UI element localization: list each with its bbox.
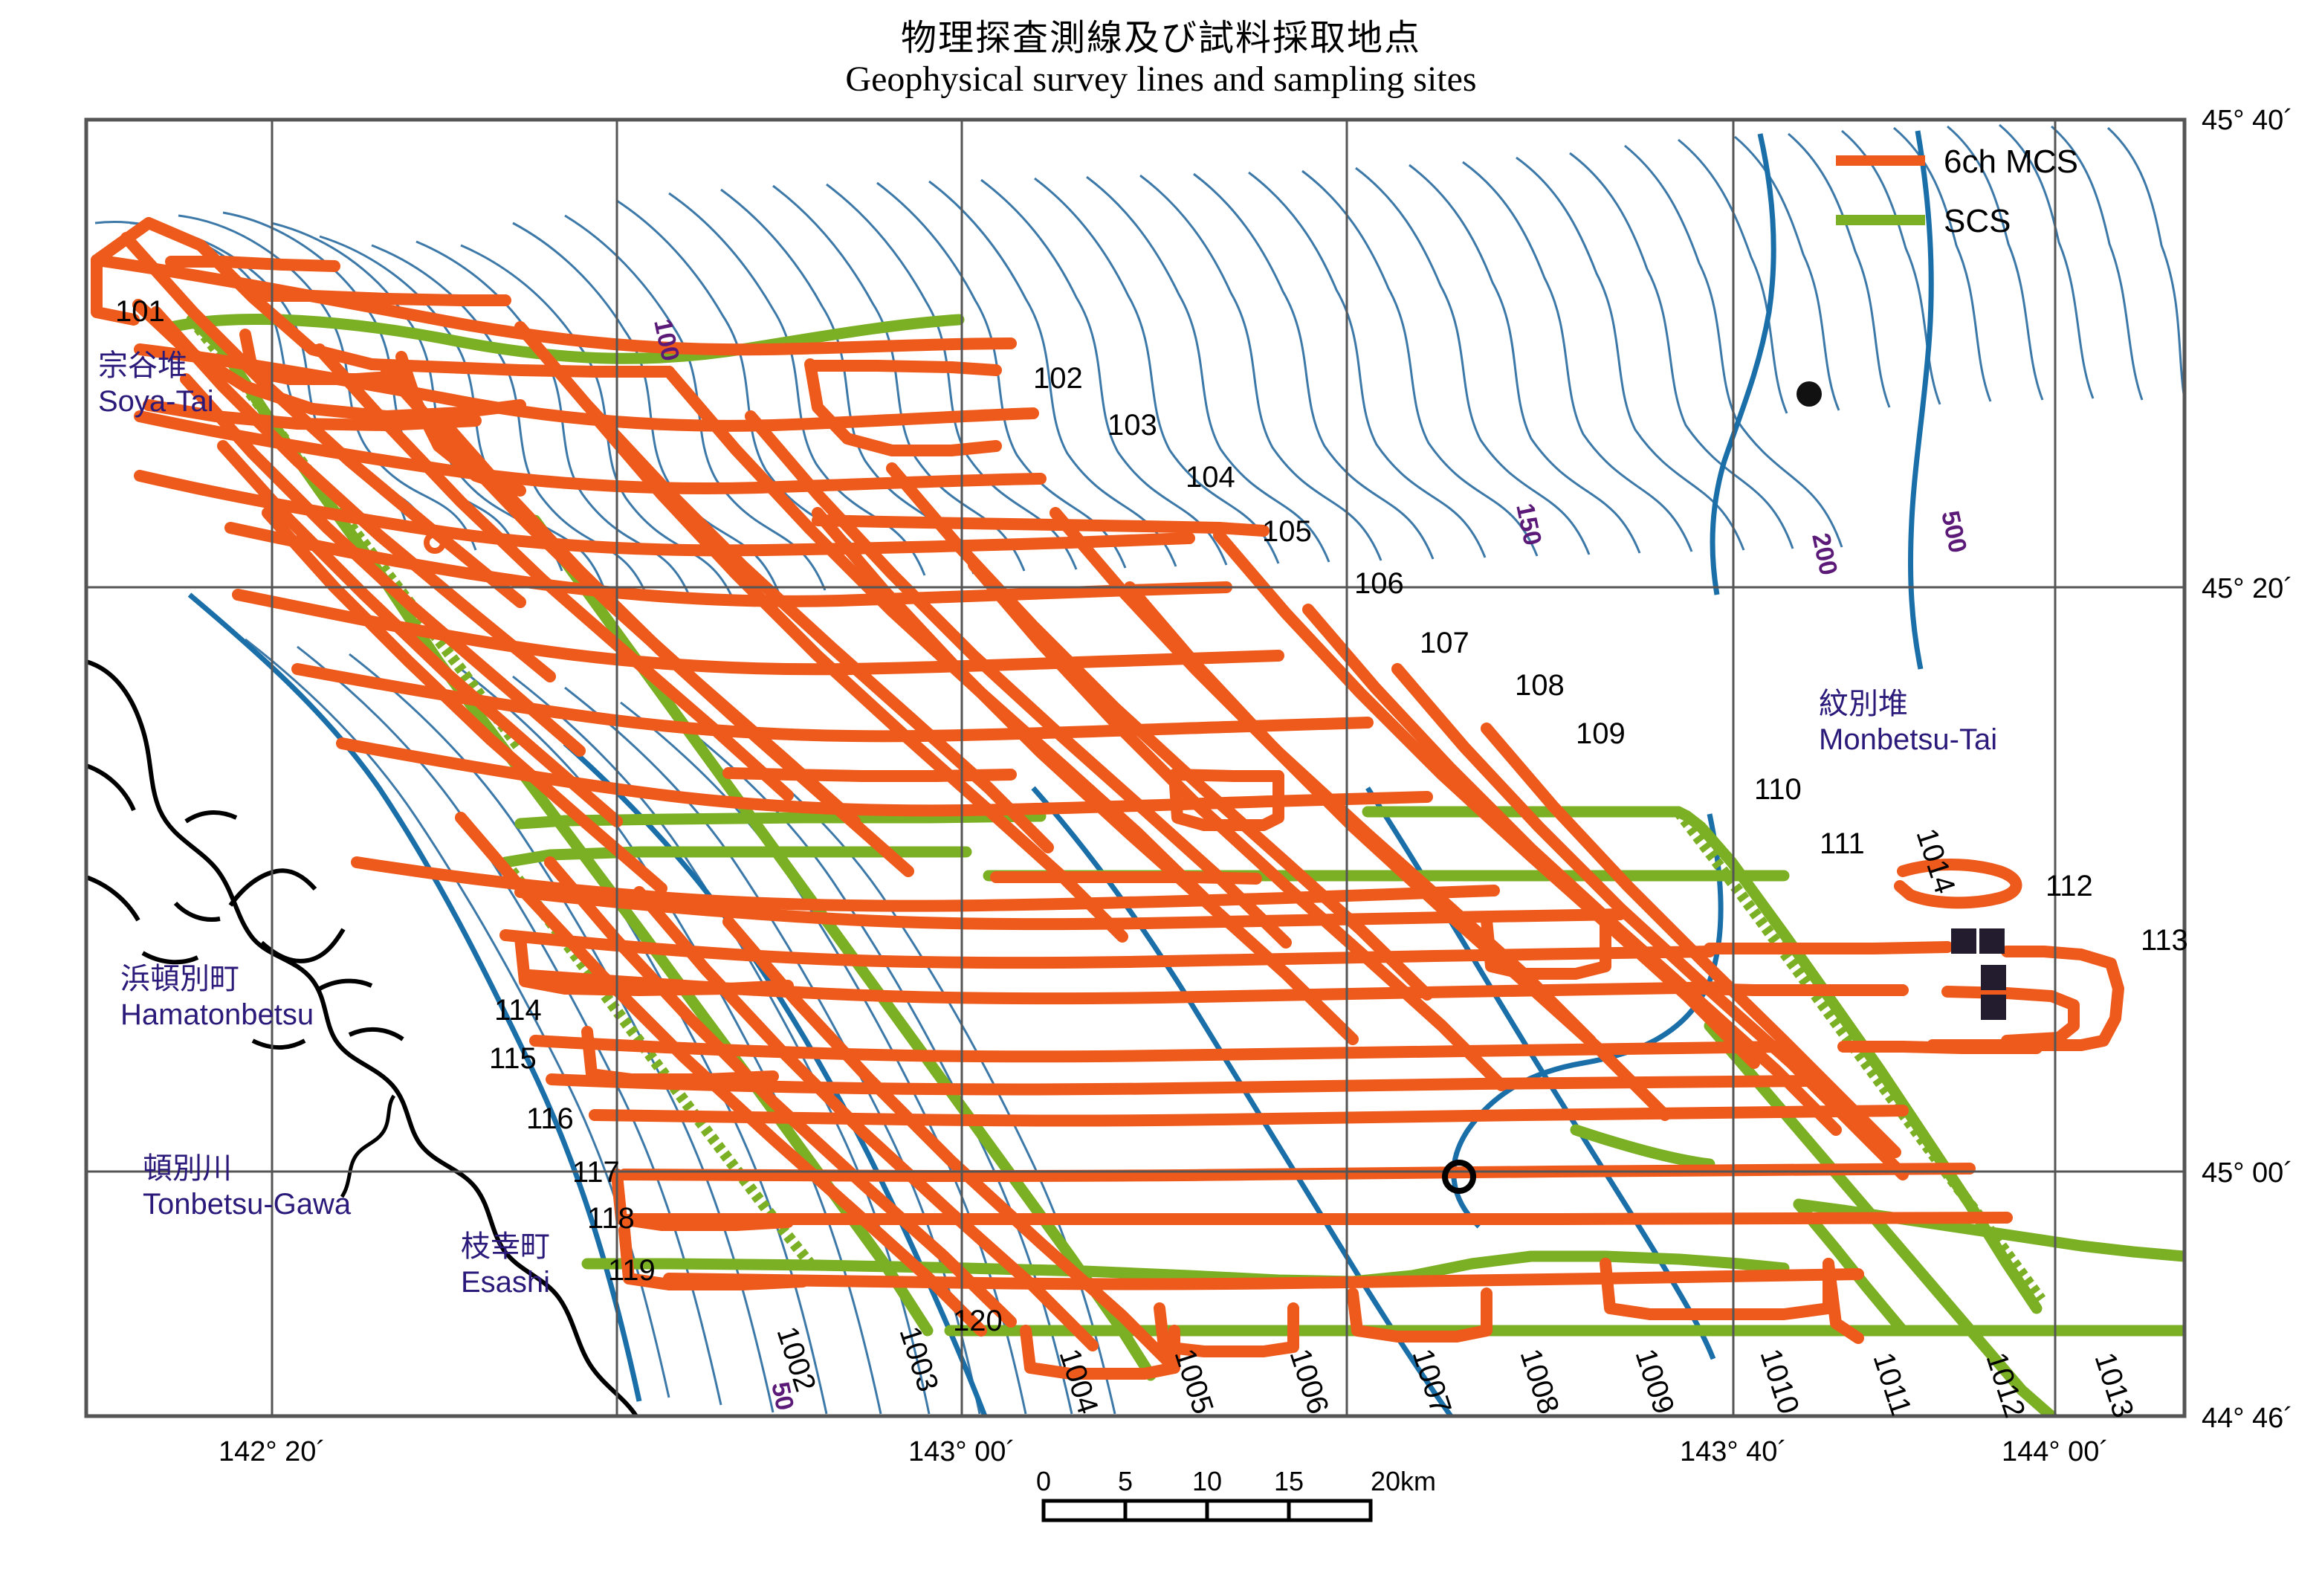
place-label-jp: 宗谷堆 bbox=[98, 349, 187, 382]
survey-line-label: 116 bbox=[526, 1102, 574, 1135]
sampling-site-squares[interactable] bbox=[1951, 928, 2006, 1020]
sampling-site-dots[interactable] bbox=[1797, 381, 1822, 407]
sampling-site-circle[interactable] bbox=[1442, 1160, 1476, 1194]
sampling-site-dot[interactable] bbox=[1797, 381, 1822, 407]
sampling-site-square[interactable] bbox=[1981, 965, 2006, 990]
scale-tick-label: 10 bbox=[1192, 1466, 1222, 1496]
bathymetry-contour-main bbox=[187, 130, 1934, 1416]
sampling-site-square[interactable] bbox=[1979, 928, 2005, 954]
depth-contour-label: 150 bbox=[1510, 501, 1547, 548]
scale-tick-label: 15 bbox=[1274, 1466, 1304, 1496]
depth-contour-label: 50 bbox=[766, 1380, 799, 1413]
place-label-jp: 枝幸町 bbox=[461, 1230, 550, 1263]
river-tonbetsu bbox=[340, 1094, 396, 1198]
survey-line-label: 1006 bbox=[1283, 1345, 1334, 1418]
survey-line-label: 1013 bbox=[2088, 1348, 2139, 1421]
survey-line-label: 101 bbox=[115, 295, 165, 328]
sampling-site-square[interactable] bbox=[1951, 928, 1976, 954]
survey-line-label: 1009 bbox=[1629, 1345, 1680, 1418]
place-label-jp: 紋別堆 bbox=[1819, 688, 1908, 720]
survey-line-label: 108 bbox=[1515, 669, 1565, 702]
mcs-lines[interactable] bbox=[91, 217, 2124, 1380]
scale-tick-label: 0 bbox=[1036, 1466, 1051, 1496]
legend-label-mcs: 6ch MCS bbox=[1944, 143, 2078, 180]
scale-tick-labels: 0 5 10 15 20km bbox=[1036, 1466, 1436, 1496]
place-label-en: Soya-Tai bbox=[98, 385, 214, 418]
map-body bbox=[86, 123, 2184, 1416]
survey-line-label: 105 bbox=[1262, 515, 1312, 548]
survey-line-label: 114 bbox=[494, 994, 542, 1027]
sampling-site-square[interactable] bbox=[1981, 995, 2006, 1020]
mcs-junction-marker bbox=[424, 532, 446, 554]
survey-line-label: 107 bbox=[1420, 627, 1469, 659]
scale-tick-label: 20km bbox=[1371, 1466, 1436, 1496]
scs-lines-dashed[interactable] bbox=[187, 316, 2046, 1303]
survey-line-label: 104 bbox=[1186, 461, 1235, 494]
map-graticule bbox=[86, 120, 2184, 1416]
place-label-jp: 浜頓別町 bbox=[120, 963, 239, 995]
legend-label-scs: SCS bbox=[1944, 203, 2011, 239]
survey-line-label: 1010 bbox=[1753, 1345, 1805, 1418]
latitude-label: 45° 00´ bbox=[2202, 1157, 2293, 1189]
latitude-label: 45° 40´ bbox=[2202, 105, 2293, 136]
longitude-label: 142° 20´ bbox=[219, 1436, 326, 1467]
survey-line-label: 1008 bbox=[1513, 1345, 1565, 1418]
survey-line-label: 118 bbox=[587, 1202, 635, 1235]
longitude-label: 143° 40´ bbox=[1680, 1436, 1787, 1467]
place-label-en: Monbetsu-Tai bbox=[1819, 723, 1997, 756]
page-title: 物理探査測線及び試料採取地点 Geophysical survey lines … bbox=[0, 19, 2322, 100]
scale-tick-label: 5 bbox=[1118, 1466, 1133, 1496]
survey-line-label: 109 bbox=[1576, 717, 1626, 750]
survey-line-label: 112 bbox=[2046, 870, 2093, 902]
survey-line-label: 117 bbox=[572, 1156, 620, 1189]
latitude-label: 44° 46´ bbox=[2202, 1403, 2293, 1434]
survey-line-label: 102 bbox=[1033, 362, 1083, 395]
survey-line-label: 106 bbox=[1354, 567, 1404, 600]
longitude-label: 143° 00´ bbox=[908, 1436, 1015, 1467]
longitude-axis-labels: 142° 20´ 143° 00´ 143° 40´ 144° 00´ bbox=[219, 1436, 2109, 1467]
latitude-axis-labels: 45° 40´ 45° 20´ 45° 00´ 44° 46´ bbox=[2202, 105, 2293, 1434]
coastline bbox=[86, 659, 638, 1416]
scale-bar: 0 5 10 15 20km bbox=[1036, 1466, 1436, 1522]
map-frame bbox=[84, 117, 2187, 1418]
place-label-jp: 頓別川 bbox=[143, 1152, 232, 1185]
place-label-en: Tonbetsu-Gawa bbox=[143, 1188, 352, 1221]
survey-line-label: 1011 bbox=[1866, 1348, 1917, 1419]
place-label-en: Hamatonbetsu bbox=[120, 998, 314, 1031]
survey-line-label: 111 bbox=[1820, 827, 1865, 860]
survey-line-label: 115 bbox=[489, 1042, 537, 1075]
survey-line-label: 113 bbox=[2141, 924, 2188, 957]
depth-contour-label: 500 bbox=[1935, 508, 1972, 555]
legend: 6ch MCS SCS bbox=[1836, 143, 2078, 239]
survey-line-label: 120 bbox=[953, 1305, 1003, 1337]
survey-line-label: 1007 bbox=[1406, 1345, 1457, 1418]
title-english: Geophysical survey lines and sampling si… bbox=[845, 59, 1477, 99]
survey-line-label: 119 bbox=[608, 1254, 656, 1287]
sampling-site-circles[interactable] bbox=[1442, 1160, 1476, 1194]
longitude-label: 144° 00´ bbox=[2002, 1436, 2109, 1467]
survey-line-label: 1004 bbox=[1052, 1345, 1104, 1418]
place-label-en: Esashi bbox=[461, 1266, 550, 1299]
survey-line-label: 103 bbox=[1107, 409, 1157, 442]
survey-line-label: 110 bbox=[1754, 773, 1802, 806]
title-japanese: 物理探査測線及び試料採取地点 bbox=[900, 19, 1421, 58]
latitude-label: 45° 20´ bbox=[2202, 573, 2293, 604]
survey-line-label: 1003 bbox=[893, 1322, 944, 1395]
